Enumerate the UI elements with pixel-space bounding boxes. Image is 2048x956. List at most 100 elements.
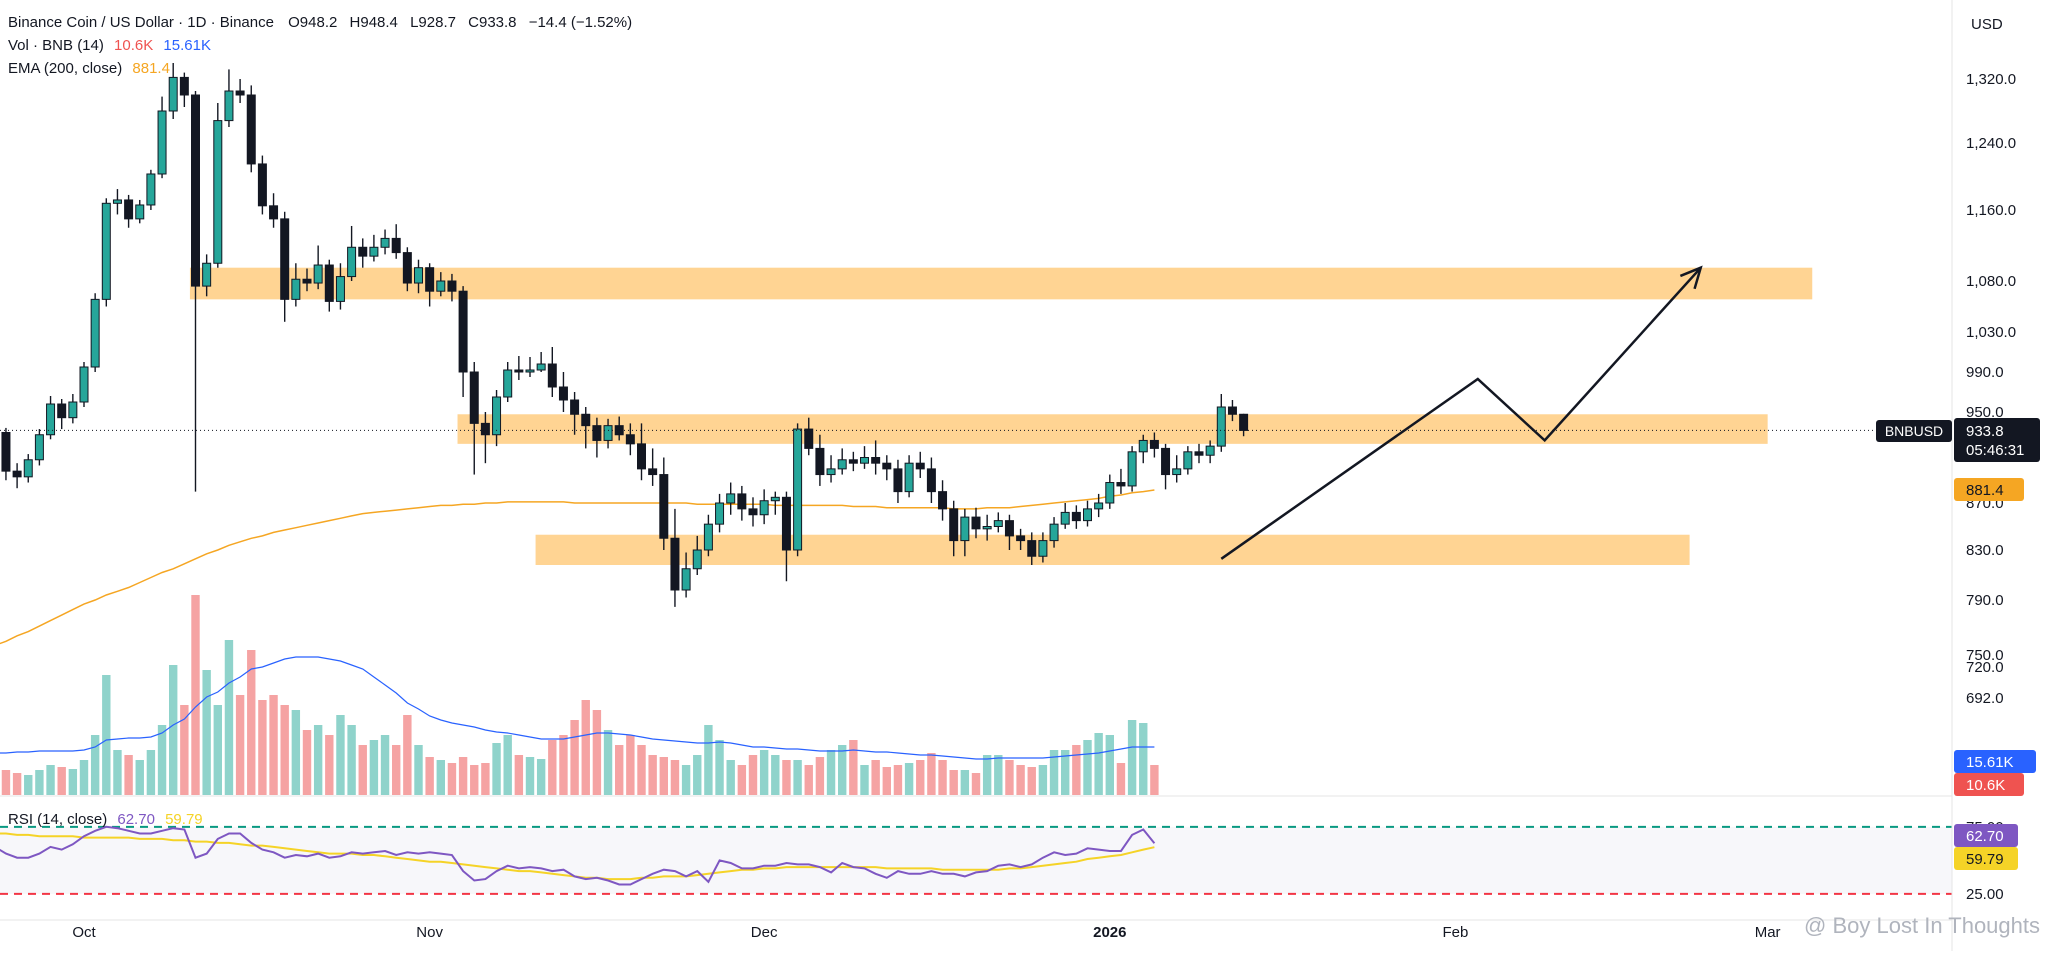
volume-bar	[737, 765, 747, 795]
price-axis[interactable]: 1,320.0 1,240.0 1,160.0 1,080.0 1,030.0 990.0…	[1966, 71, 2016, 903]
candle-body-up	[715, 502, 725, 525]
price-tick-label: 750.0	[1966, 647, 2004, 664]
volume-bar	[325, 735, 334, 795]
volume-bar	[971, 773, 981, 795]
projection-line	[1220, 266, 1702, 560]
projection-path	[1220, 265, 1703, 560]
volume-bar	[336, 715, 345, 795]
low-label: L	[410, 14, 418, 31]
volume-bar	[681, 765, 691, 795]
candle	[558, 372, 568, 412]
volume-bar	[135, 760, 144, 795]
candle-body-up	[492, 396, 502, 436]
price-tick-label: 950.0	[1966, 404, 2004, 421]
rsi-value: 62.70	[117, 811, 155, 828]
volume-bar	[748, 755, 758, 795]
candle-body-down	[1194, 451, 1204, 456]
candle-body-down	[447, 280, 457, 292]
time-axis[interactable]: Oct Nov Dec 2026 Feb Mar	[72, 924, 1780, 941]
candle-body-down	[1227, 406, 1237, 415]
volume-bar	[369, 740, 379, 795]
volume-bar	[436, 760, 445, 795]
candle-body-up	[1094, 502, 1104, 510]
candle-body-down	[391, 237, 401, 254]
candle-body-up	[1038, 540, 1048, 557]
candle	[804, 417, 814, 456]
volume-bar	[548, 740, 557, 795]
candle-body-down	[815, 447, 825, 476]
candle-body-up	[1138, 439, 1148, 453]
candle	[68, 394, 78, 424]
high-label: H	[350, 14, 361, 31]
candle-body-up	[202, 262, 212, 287]
time-tick-label: Mar	[1755, 924, 1781, 941]
volume-bar	[291, 710, 301, 795]
volume-bar	[380, 735, 390, 795]
volume-last-badge-bg	[1954, 773, 2024, 796]
candle-body-up	[1049, 523, 1059, 542]
rsi-band	[0, 826, 1952, 894]
volume-bar	[1105, 735, 1114, 795]
svg-text:Vol · BNB (14) 10.6K: Vol · BNB (14) 10.6K 15.61K	[8, 37, 211, 54]
candle	[146, 169, 156, 210]
time-tick-label: Dec	[751, 924, 778, 941]
candle-body-down	[737, 493, 747, 510]
price-badge[interactable]: BNBUSD 933.8 05:46:31	[1876, 418, 2040, 462]
candle	[458, 286, 468, 397]
candle	[224, 69, 234, 127]
volume-bar	[57, 767, 66, 795]
svg-text:RSI (14, close) 62.70: RSI (14, close) 62.70 59.79	[8, 811, 203, 828]
volume-bar	[425, 757, 434, 795]
volume-bar	[514, 755, 524, 795]
volume-bar	[860, 765, 869, 795]
candle-body-up	[759, 500, 769, 516]
candle-body-up	[135, 204, 145, 220]
candle-body-down	[324, 264, 334, 302]
candle-body-down	[625, 434, 635, 445]
volume-bar	[470, 765, 479, 795]
volume-bar	[1116, 763, 1126, 795]
candle	[135, 199, 145, 224]
candle	[982, 514, 992, 541]
volume-bar	[392, 745, 401, 795]
candle	[124, 194, 134, 228]
candle	[1194, 443, 1204, 464]
candle-body-down	[124, 199, 134, 220]
volume-bar	[414, 745, 423, 795]
volume-bar	[35, 770, 44, 795]
time-tick-label: Oct	[72, 924, 96, 941]
candle-body-down	[592, 425, 602, 441]
candle	[480, 412, 490, 464]
volume-bar	[804, 765, 813, 795]
volume-bar	[581, 700, 590, 795]
volume-bar	[1005, 760, 1014, 795]
candle-body-down	[1, 431, 11, 472]
time-tick-label: 2026	[1093, 924, 1126, 941]
candle-body-down	[659, 474, 669, 539]
candle	[179, 72, 189, 107]
candle-body-up	[681, 568, 691, 591]
candle-body-down	[949, 508, 959, 542]
candle	[112, 189, 122, 215]
candle	[893, 459, 903, 503]
volume-ma-value: 15.61K	[163, 37, 211, 54]
volume-bar	[235, 695, 245, 795]
volume-bar	[525, 757, 535, 795]
volume-bar	[626, 735, 635, 795]
candle-body-down	[1239, 413, 1249, 431]
candle-layer[interactable]	[0, 63, 1249, 607]
close-value: 933.8	[479, 14, 517, 31]
candle-body-up	[224, 90, 234, 122]
candle	[1027, 532, 1037, 565]
candle	[46, 396, 56, 440]
candle	[1060, 503, 1070, 529]
volume-bar	[871, 760, 880, 795]
candle-body-down	[871, 457, 881, 464]
volume-bar	[882, 767, 891, 795]
volume-bar	[592, 710, 602, 795]
candle	[1216, 394, 1226, 452]
currency-label[interactable]: USD	[1971, 16, 2003, 33]
change-value: −14.4 (−1.52%)	[529, 14, 632, 31]
